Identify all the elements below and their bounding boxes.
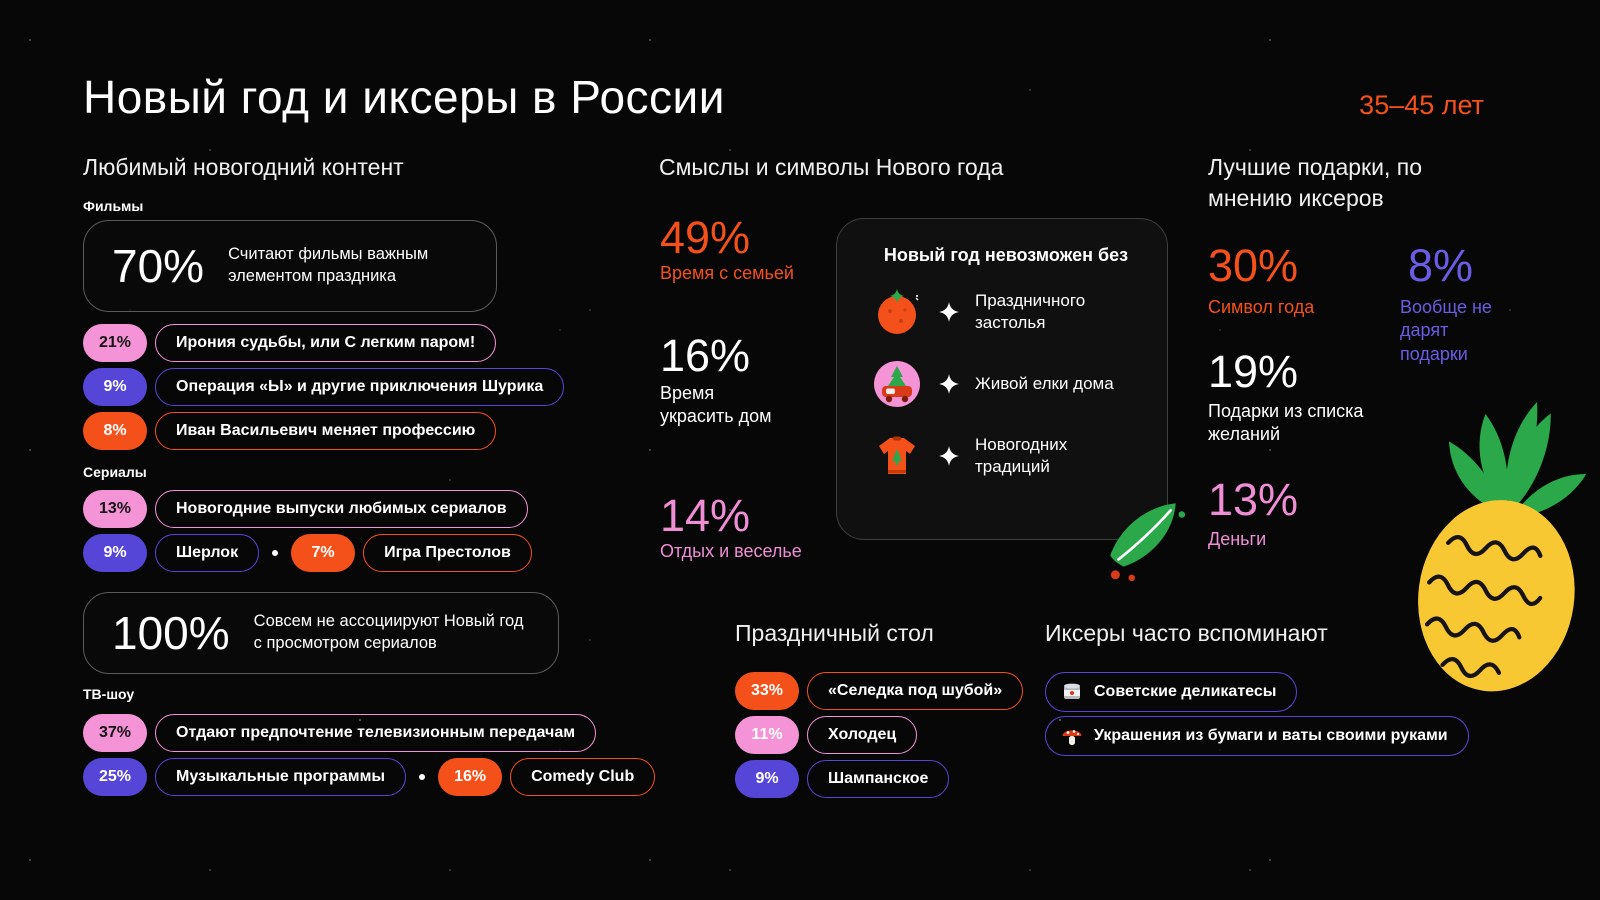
label-pill: Музыкальные программы xyxy=(155,758,407,796)
memory-label: Украшения из бумаги и ваты своими руками xyxy=(1094,727,1448,744)
sparkle-icon xyxy=(939,446,959,466)
card-item-label: Новогодних традиций xyxy=(975,434,1068,476)
age-badge: 35–45 лет xyxy=(1359,90,1484,120)
percent-pill: 16% xyxy=(438,758,503,796)
film-row-3: 8% Иван Васильевич меняет профессию xyxy=(83,412,497,450)
card-item: Живой елки дома xyxy=(871,358,1141,410)
label-pill: Ирония судьбы, или С легким паром! xyxy=(155,324,497,362)
symbols-stat-label: Время с семьей xyxy=(660,263,794,283)
table-row-2: 11% Холодец xyxy=(735,716,918,754)
sparkle-icon xyxy=(939,374,959,394)
card-item: Новогодних традиций xyxy=(871,430,1141,482)
category-label-films: Фильмы xyxy=(83,198,144,214)
category-label-tv: ТВ-шоу xyxy=(83,686,135,702)
table-row-3: 9% Шампанское xyxy=(735,760,950,798)
percent-pill: 21% xyxy=(83,324,147,362)
films-stat-value: 70% xyxy=(112,240,205,292)
label-pill: Операция «Ы» и другие приключения Шурика xyxy=(155,368,565,406)
percent-pill: 11% xyxy=(735,716,799,754)
series-stat-value: 100% xyxy=(112,607,230,659)
category-label-series: Сериалы xyxy=(83,464,147,480)
label-pill: Игра Престолов xyxy=(363,534,532,572)
memory-label: Советские деликатесы xyxy=(1094,683,1277,700)
gift-stat-label: Подарки из списка желаний xyxy=(1208,401,1364,445)
label-pill: Шампанское xyxy=(807,760,950,798)
card-item-label: Праздничного застолья xyxy=(975,290,1086,332)
table-row-1: 33% «Селедка под шубой» xyxy=(735,672,1024,710)
gift-stat-label: Вообще не дарят подарки xyxy=(1400,297,1492,364)
memory-pill-2: Украшения из бумаги и ваты своими руками xyxy=(1045,716,1469,756)
percent-pill: 9% xyxy=(83,368,147,406)
pineapple-illustration xyxy=(1385,378,1600,706)
label-pill: Новогодние выпуски любимых сериалов xyxy=(155,490,528,528)
percent-pill: 7% xyxy=(291,534,356,572)
gift-stat-value: 30% xyxy=(1208,240,1299,291)
card-item: Праздничного застолья xyxy=(871,286,1141,338)
symbols-stat-value: 49% xyxy=(660,212,751,263)
tangerine-icon xyxy=(871,286,923,338)
section-header-symbols: Смыслы и символы Нового года xyxy=(659,154,1004,180)
canned-food-icon xyxy=(1060,680,1084,704)
gift-stat-label: Деньги xyxy=(1208,529,1267,549)
films-stat-box: 70% Считают фильмы важным элементом праз… xyxy=(83,220,497,312)
percent-pill: 25% xyxy=(83,758,147,796)
label-pill: «Селедка под шубой» xyxy=(807,672,1024,710)
card-item-label: Живой елки дома xyxy=(975,373,1114,393)
series-row-1: 13% Новогодние выпуски любимых сериалов xyxy=(83,490,528,528)
card-title: Новый год невозможен без xyxy=(883,245,1129,265)
label-pill: Шерлок xyxy=(155,534,260,572)
label-pill: Иван Васильевич меняет профессию xyxy=(155,412,497,450)
symbols-stat-label: Время украсить дом xyxy=(660,383,772,427)
sweater-icon xyxy=(871,430,923,482)
films-stat-text: Считают фильмы важным элементом праздник… xyxy=(228,245,429,285)
series-stat-text: Совсем не ассоциируют Новый год с просмо… xyxy=(253,612,524,652)
section-header-memories: Иксеры часто вспоминают xyxy=(1045,620,1328,646)
gift-stat-value: 19% xyxy=(1208,346,1299,397)
dot-separator xyxy=(272,550,279,556)
tree-delivery-icon xyxy=(871,358,923,410)
percent-pill: 9% xyxy=(735,760,799,798)
section-header-content: Любимый новогодний контент xyxy=(83,154,404,180)
mushroom-icon xyxy=(1060,724,1084,748)
series-stat-box: 100% Совсем не ассоциируют Новый год с п… xyxy=(83,592,559,674)
tv-row-2: 25% Музыкальные программы 16% Comedy Clu… xyxy=(83,758,656,796)
sparkle-icon xyxy=(939,302,959,322)
symbols-stat-value: 16% xyxy=(660,330,751,381)
percent-pill: 13% xyxy=(83,490,147,528)
label-pill: Холодец xyxy=(807,716,918,754)
gift-stat-label: Символ года xyxy=(1208,297,1315,317)
symbols-stat-value: 14% xyxy=(660,490,751,541)
tv-row-1: 37% Отдают предпочтение телевизионным пе… xyxy=(83,714,597,752)
gift-stat-value: 13% xyxy=(1208,474,1299,525)
gift-stat-value: 8% xyxy=(1408,240,1474,291)
percent-pill: 37% xyxy=(83,714,147,752)
section-header-gifts: Лучшие подарки, по мнению иксеров xyxy=(1208,154,1422,212)
section-header-table: Праздничный стол xyxy=(735,620,934,646)
memory-pill-1: Советские деликатесы xyxy=(1045,672,1298,712)
percent-pill: 9% xyxy=(83,534,147,572)
page-title: Новый год и иксеры в России xyxy=(83,71,725,123)
percent-pill: 33% xyxy=(735,672,799,710)
film-row-2: 9% Операция «Ы» и другие приключения Шур… xyxy=(83,368,565,406)
label-pill: Отдают предпочтение телевизионным переда… xyxy=(155,714,597,752)
symbols-stat-label: Отдых и веселье xyxy=(660,541,802,561)
dot-separator xyxy=(419,774,426,780)
series-row-2: 9% Шерлок 7% Игра Престолов xyxy=(83,534,532,572)
film-row-1: 21% Ирония судьбы, или С легким паром! xyxy=(83,324,497,362)
impossible-without-card: Новый год невозможен без Праздничного за… xyxy=(836,218,1168,540)
percent-pill: 8% xyxy=(83,412,147,450)
label-pill: Comedy Club xyxy=(510,758,656,796)
